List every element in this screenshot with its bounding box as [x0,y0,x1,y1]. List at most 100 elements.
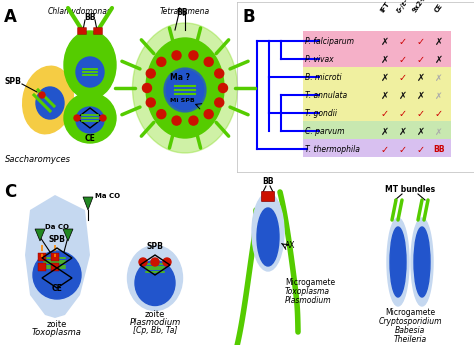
Text: ✗: ✗ [417,127,425,137]
Ellipse shape [146,38,224,138]
Text: Toxoplasma: Toxoplasma [285,287,330,296]
FancyBboxPatch shape [93,28,102,34]
Circle shape [146,98,155,107]
Text: Microgamete: Microgamete [285,278,335,287]
Text: Plasmodium: Plasmodium [129,318,181,327]
Text: ✗: ✗ [381,127,389,137]
Circle shape [146,69,155,78]
Text: Tetrahymena: Tetrahymena [160,7,210,16]
Text: ✗: ✗ [435,91,443,100]
Text: Cryptosporidium: Cryptosporidium [378,317,442,326]
Circle shape [39,92,45,98]
Text: BB: BB [262,177,274,186]
Text: ✗: ✗ [381,91,389,101]
Text: IFT: IFT [379,1,391,14]
Text: [Cp, Bb, Ta]: [Cp, Bb, Ta] [133,326,177,335]
Text: Ma CO: Ma CO [95,193,120,199]
Polygon shape [25,195,90,318]
Text: ✗: ✗ [417,91,425,101]
Text: T. annulata: T. annulata [305,90,347,99]
Text: Mi SPB: Mi SPB [170,98,194,102]
Ellipse shape [166,70,204,110]
Text: ✓: ✓ [417,109,425,119]
Text: ✗: ✗ [435,55,443,65]
Ellipse shape [128,246,182,310]
Text: ✗: ✗ [381,73,389,83]
Text: ✓: ✓ [435,109,443,119]
Circle shape [204,110,213,119]
Text: ✗: ✗ [417,73,425,83]
Polygon shape [83,197,93,210]
Ellipse shape [135,260,175,306]
Text: C: C [4,183,16,201]
Ellipse shape [64,31,116,99]
Text: SPB: SPB [48,235,65,244]
Ellipse shape [414,227,430,297]
Circle shape [151,258,159,266]
Ellipse shape [252,193,284,271]
Circle shape [189,51,198,60]
Text: ✓: ✓ [381,109,389,119]
Ellipse shape [36,87,64,119]
Circle shape [215,98,224,107]
Ellipse shape [76,107,104,133]
Ellipse shape [164,68,206,112]
FancyBboxPatch shape [78,28,86,34]
Text: AX: AX [285,240,295,249]
Text: ✓: ✓ [399,145,407,155]
Text: BB: BB [176,8,188,17]
FancyBboxPatch shape [51,263,59,271]
FancyBboxPatch shape [38,253,46,261]
Text: Chlamydomonas: Chlamydomonas [48,7,112,16]
Polygon shape [35,229,45,241]
Ellipse shape [64,93,116,143]
Text: ✗: ✗ [435,37,443,47]
Text: 9x2+2: 9x2+2 [412,0,430,14]
Text: Plasmodium: Plasmodium [285,296,332,305]
Text: ✗: ✗ [399,127,407,137]
Text: CE: CE [52,284,63,293]
Text: ✗: ✗ [381,55,389,65]
FancyBboxPatch shape [303,67,451,121]
Text: ✗: ✗ [381,37,389,47]
Text: Babesia: Babesia [395,326,425,335]
Text: C. parvum: C. parvum [305,127,345,136]
Text: SPB: SPB [146,242,164,251]
Text: Theileria: Theileria [393,335,427,344]
Circle shape [157,57,166,66]
Text: ✓: ✓ [417,55,425,65]
FancyBboxPatch shape [303,31,451,67]
FancyBboxPatch shape [51,253,59,261]
Circle shape [139,258,147,266]
Circle shape [204,57,213,66]
Circle shape [172,51,181,60]
Circle shape [163,258,171,266]
Text: Saccharomyces: Saccharomyces [5,155,71,164]
Text: ✓: ✓ [399,37,407,47]
Text: P. vivax: P. vivax [305,55,334,63]
Text: zoite: zoite [145,310,165,319]
Text: zoite: zoite [47,320,67,329]
Ellipse shape [76,57,104,87]
Text: ✗: ✗ [399,91,407,101]
Circle shape [157,110,166,119]
Circle shape [100,115,106,121]
Ellipse shape [23,66,73,134]
Ellipse shape [133,23,237,153]
Circle shape [189,116,198,125]
Circle shape [143,83,152,92]
FancyBboxPatch shape [262,191,274,201]
Text: Da CO: Da CO [45,224,69,230]
Polygon shape [63,229,73,241]
Ellipse shape [33,251,81,299]
Circle shape [219,83,228,92]
Text: ✓: ✓ [381,145,389,155]
Text: Microgamete: Microgamete [385,308,435,317]
Text: BB: BB [433,146,445,155]
Text: B. microti: B. microti [305,72,342,81]
Ellipse shape [411,218,433,306]
Text: T. thermophila: T. thermophila [305,145,360,154]
Text: ✓: ✓ [417,145,425,155]
Text: ✓: ✓ [399,73,407,83]
Circle shape [172,116,181,125]
